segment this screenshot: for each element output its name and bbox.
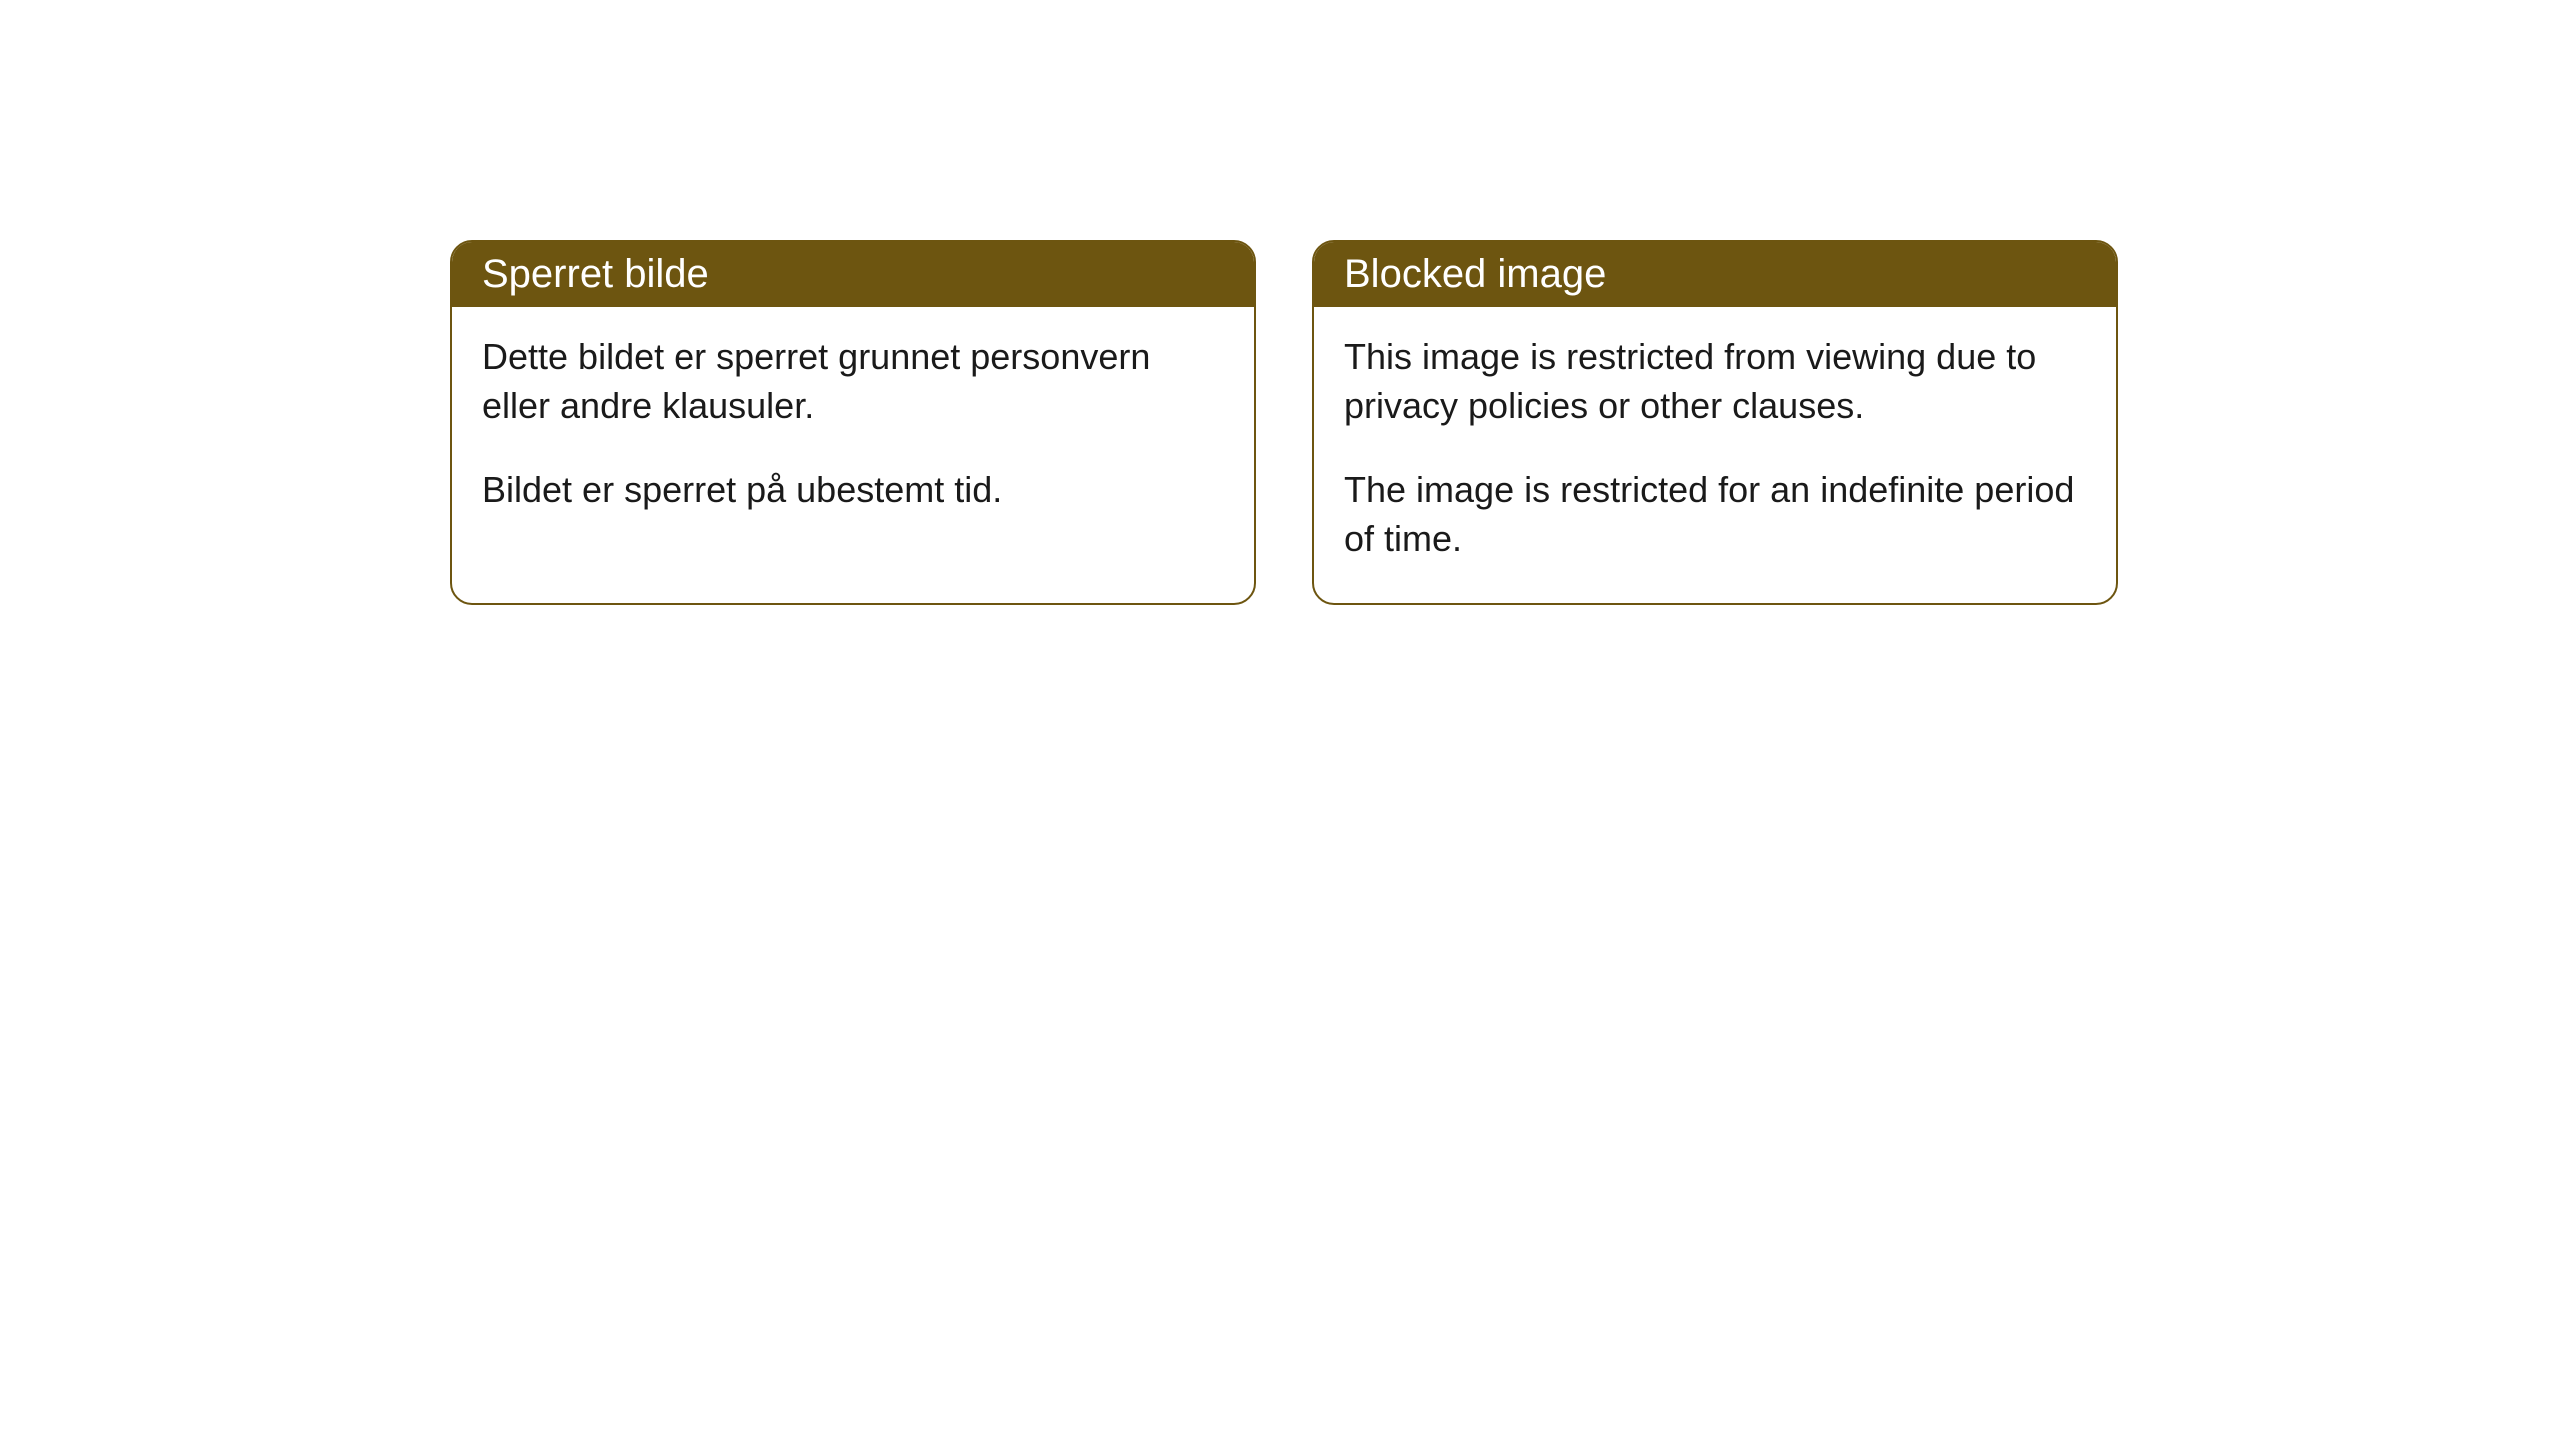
notice-card-norwegian: Sperret bilde Dette bildet er sperret gr… xyxy=(450,240,1256,605)
card-header-norwegian: Sperret bilde xyxy=(452,242,1254,307)
card-paragraph-1-norwegian: Dette bildet er sperret grunnet personve… xyxy=(482,333,1224,430)
card-paragraph-1-english: This image is restricted from viewing du… xyxy=(1344,333,2086,430)
card-body-norwegian: Dette bildet er sperret grunnet personve… xyxy=(452,307,1254,555)
notice-cards-container: Sperret bilde Dette bildet er sperret gr… xyxy=(450,240,2118,605)
card-paragraph-2-english: The image is restricted for an indefinit… xyxy=(1344,466,2086,563)
card-title-norwegian: Sperret bilde xyxy=(482,252,709,296)
card-paragraph-2-norwegian: Bildet er sperret på ubestemt tid. xyxy=(482,466,1224,515)
notice-card-english: Blocked image This image is restricted f… xyxy=(1312,240,2118,605)
card-title-english: Blocked image xyxy=(1344,252,1606,296)
card-header-english: Blocked image xyxy=(1314,242,2116,307)
card-body-english: This image is restricted from viewing du… xyxy=(1314,307,2116,603)
